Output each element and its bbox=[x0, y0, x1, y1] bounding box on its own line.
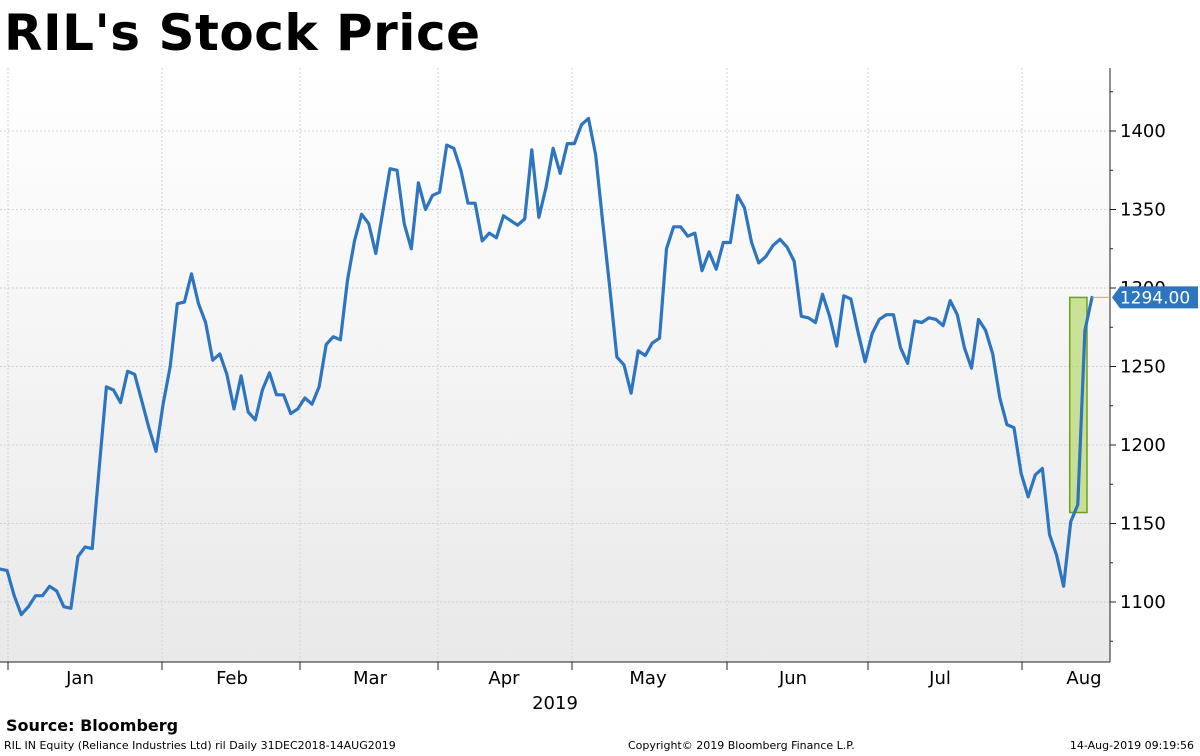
axes bbox=[0, 68, 1116, 670]
footer-ticker-info: RIL IN Equity (Reliance Industries Ltd) … bbox=[4, 739, 396, 752]
y-tick-label: 1350 bbox=[1120, 200, 1166, 221]
y-tick-label: 1400 bbox=[1120, 121, 1166, 142]
x-tick-label: Jan bbox=[65, 668, 94, 689]
x-tick-label: May bbox=[629, 668, 667, 689]
x-tick-label: Apr bbox=[488, 668, 520, 689]
x-axis-labels: Jan Feb Mar Apr May Jun Jul Aug bbox=[65, 668, 1101, 689]
x-tick-label: Feb bbox=[216, 668, 248, 689]
x-tick-label: Mar bbox=[353, 668, 388, 689]
last-value-label: 1294.00 bbox=[1092, 286, 1198, 309]
y-tick-label: 1250 bbox=[1120, 357, 1166, 378]
source-note: Source: Bloomberg bbox=[6, 716, 179, 735]
x-tick-label: Jul bbox=[928, 668, 951, 689]
x-axis-title: 2019 bbox=[532, 693, 578, 714]
footer-copyright: Copyright© 2019 Bloomberg Finance L.P. bbox=[628, 739, 855, 752]
grid bbox=[0, 68, 1110, 662]
plot-background bbox=[0, 68, 1110, 662]
footer-timestamp: 14-Aug-2019 09:19:56 bbox=[1069, 739, 1194, 752]
y-tick-label: 1100 bbox=[1120, 592, 1166, 613]
last-value-text: 1294.00 bbox=[1120, 288, 1190, 308]
x-tick-label: Jun bbox=[778, 668, 807, 689]
y-tick-label: 1200 bbox=[1120, 435, 1166, 456]
chart-title: RIL's Stock Price bbox=[4, 4, 481, 62]
last-value-tag bbox=[1112, 286, 1198, 309]
series-line bbox=[0, 116, 1094, 617]
y-axis-labels: 1100115012001250130013501400 bbox=[1120, 121, 1166, 613]
y-tick-label: 1150 bbox=[1120, 514, 1166, 535]
x-tick-label: Aug bbox=[1066, 668, 1101, 689]
